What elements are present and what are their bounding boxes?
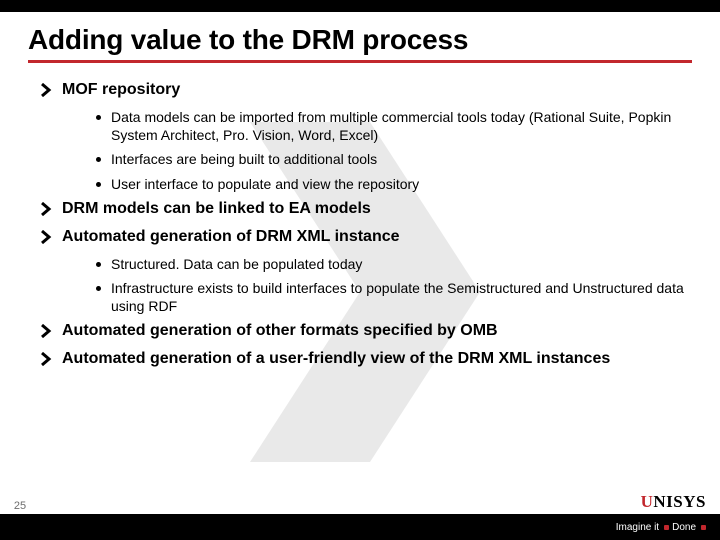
chevron-icon	[40, 83, 52, 102]
bullet-lvl2: Infrastructure exists to build interface…	[96, 279, 690, 315]
red-dot-icon	[664, 525, 669, 530]
slide-title: Adding value to the DRM process	[28, 24, 468, 56]
bullet-text: Automated generation of a user-friendly …	[62, 349, 610, 369]
bullet-lvl1: Automated generation of DRM XML instance	[40, 227, 690, 249]
sublist: Data models can be imported from multipl…	[96, 108, 690, 193]
chevron-icon	[40, 230, 52, 249]
bullet-text: Automated generation of DRM XML instance	[62, 227, 400, 247]
dot-icon	[96, 262, 101, 267]
red-dot-icon	[701, 525, 706, 530]
subbullet-text: User interface to populate and view the …	[111, 175, 419, 193]
bullet-text: DRM models can be linked to EA models	[62, 199, 371, 219]
bullet-lvl2: User interface to populate and view the …	[96, 175, 690, 193]
subbullet-text: Data models can be imported from multipl…	[111, 108, 690, 144]
bullet-lvl2: Data models can be imported from multipl…	[96, 108, 690, 144]
tagline-done: Done	[672, 522, 696, 533]
content-area: MOF repository Data models can be import…	[40, 74, 690, 371]
top-bar	[0, 0, 720, 12]
dot-icon	[96, 157, 101, 162]
bullet-lvl2: Structured. Data can be populated today	[96, 255, 690, 273]
dot-icon	[96, 182, 101, 187]
brand-right: NISYS	[653, 492, 706, 512]
sublist: Structured. Data can be populated today …	[96, 255, 690, 316]
slide: Adding value to the DRM process MOF repo…	[0, 0, 720, 540]
bullet-lvl1: DRM models can be linked to EA models	[40, 199, 690, 221]
bullet-lvl2: Interfaces are being built to additional…	[96, 150, 690, 168]
chevron-icon	[40, 324, 52, 343]
subbullet-text: Infrastructure exists to build interface…	[111, 279, 690, 315]
brand-logo: UNISYS	[641, 492, 706, 512]
page-number: 25	[14, 500, 26, 512]
chevron-icon	[40, 202, 52, 221]
footer-bar: Imagine it Done	[0, 514, 720, 540]
title-underline	[28, 60, 692, 63]
page-number-area: 25	[6, 496, 34, 514]
brand-left: U	[641, 492, 654, 512]
tagline-imagine: Imagine it	[616, 522, 659, 533]
bullet-lvl1: MOF repository	[40, 80, 690, 102]
bullet-lvl1: Automated generation of other formats sp…	[40, 321, 690, 343]
subbullet-text: Structured. Data can be populated today	[111, 255, 362, 273]
bullet-lvl1: Automated generation of a user-friendly …	[40, 349, 690, 371]
chevron-icon	[40, 352, 52, 371]
subbullet-text: Interfaces are being built to additional…	[111, 150, 377, 168]
bullet-text: Automated generation of other formats sp…	[62, 321, 498, 341]
tagline: Imagine it Done	[616, 522, 706, 533]
dot-icon	[96, 115, 101, 120]
dot-icon	[96, 286, 101, 291]
bullet-text: MOF repository	[62, 80, 180, 100]
